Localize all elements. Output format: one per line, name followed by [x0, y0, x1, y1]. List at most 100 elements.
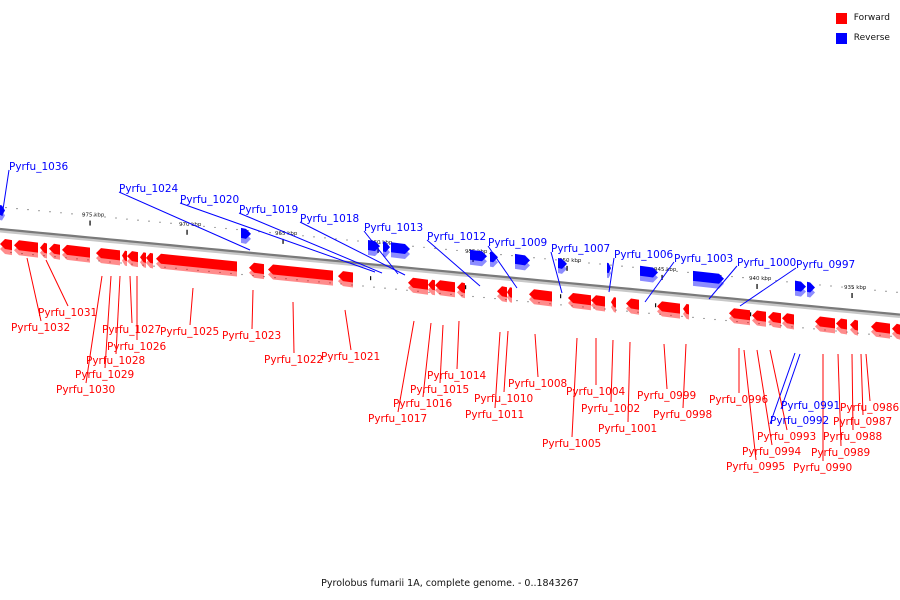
forward-gene [338, 271, 353, 288]
leader-line [780, 353, 801, 410]
track-dot [648, 312, 650, 314]
gene-body [40, 242, 47, 254]
track-dot [857, 332, 859, 334]
forward-gene [457, 282, 465, 299]
minor-tick [560, 294, 562, 299]
gene-labels: Pyrfu_1036 Pyrfu_1024Pyrfu_1020Pyrfu_1019… [9, 161, 900, 474]
forward-gene [122, 250, 127, 267]
track-dot [879, 334, 881, 336]
forward-gene [815, 316, 835, 334]
forward-gene [729, 308, 750, 326]
forward-gene [626, 298, 639, 315]
gene-body [640, 265, 658, 278]
track-dot [604, 308, 606, 310]
track-dot [115, 217, 117, 219]
genome-backbone [0, 227, 900, 319]
track-dot [307, 280, 309, 282]
gene-body [626, 298, 639, 310]
leader-line [756, 349, 773, 446]
gene-body [249, 262, 264, 275]
forward-gene [49, 243, 60, 260]
leader-line [494, 331, 501, 409]
reverse-gene [490, 251, 498, 268]
gene-label: Pyrfu_1002 [581, 403, 640, 415]
leader-line [129, 275, 133, 324]
forward-gene [892, 323, 900, 340]
gene-label: Pyrfu_1020 [180, 194, 239, 206]
gene-body [807, 281, 815, 293]
gene-label: Pyrfu_1016 [393, 398, 453, 410]
track-dot [769, 324, 771, 326]
track-dot [225, 227, 227, 230]
forward-gene [752, 310, 766, 327]
track-dot [10, 251, 12, 254]
track-dot [219, 271, 221, 274]
track-dot [5, 206, 7, 209]
gene-body [836, 318, 847, 330]
track-dot [687, 271, 689, 273]
gene-body [428, 279, 435, 291]
track-dot [555, 259, 557, 261]
gene-label: Pyrfu_0992 [770, 415, 829, 427]
track-dot [313, 236, 315, 238]
track-dot [621, 265, 623, 267]
track-dot [516, 300, 518, 302]
leader-line [644, 261, 675, 303]
track-dot [159, 221, 161, 223]
gene-label: Pyrfu_1019 [239, 204, 298, 216]
leader-line [739, 267, 797, 307]
track-dot [406, 289, 408, 291]
forward-gene [156, 253, 237, 277]
gene-body [156, 253, 237, 272]
reverse-gene [241, 227, 251, 244]
track-dot [791, 326, 793, 328]
track-dot [208, 270, 210, 272]
reverse-gene [693, 270, 724, 289]
forward-swatch [835, 12, 847, 24]
gene-label: Pyrfu_0986 [840, 402, 900, 414]
gene-label: Pyrfu_1005 [542, 438, 601, 450]
forward-gene [96, 248, 120, 266]
track-dot [786, 281, 788, 283]
track-dot [868, 333, 870, 335]
minor-tick [750, 312, 752, 317]
forward-gene [146, 252, 153, 269]
reverse-gene [515, 253, 530, 271]
track-dot [49, 211, 51, 213]
gene-body [752, 310, 766, 322]
track-dot [665, 269, 667, 271]
track-dot [511, 255, 513, 257]
gene-label: Pyrfu_1027 [102, 324, 161, 336]
gene-body [122, 250, 127, 262]
track-dot [780, 325, 782, 327]
gene-body [96, 248, 120, 261]
gene-body [62, 244, 90, 258]
track-dot [577, 261, 579, 263]
reverse-gene [640, 265, 658, 283]
track-dot [571, 305, 573, 307]
track-dot [615, 309, 617, 311]
forward-gene [140, 252, 146, 268]
track-dot [285, 278, 287, 280]
gene-body [49, 243, 60, 255]
track-dot [588, 262, 590, 264]
track-dot [549, 303, 551, 305]
leader-line [26, 257, 42, 322]
forward-gene [591, 295, 605, 312]
gene-body [795, 280, 806, 292]
leader-line [85, 275, 103, 384]
track-dot [670, 314, 672, 316]
gene-label: Pyrfu_1009 [488, 237, 547, 249]
leader-line [743, 349, 757, 461]
track-dot [186, 268, 188, 270]
track-dot [703, 317, 705, 320]
track-dot [302, 235, 304, 237]
forward-gene [0, 239, 12, 256]
leader-line [426, 239, 481, 287]
minor-tick [370, 276, 372, 281]
leader-line [860, 353, 864, 416]
track-dot [417, 290, 419, 292]
track-dot [263, 276, 265, 278]
scale-tick-label: 945 kbp [654, 267, 677, 273]
track-dot [126, 218, 128, 220]
